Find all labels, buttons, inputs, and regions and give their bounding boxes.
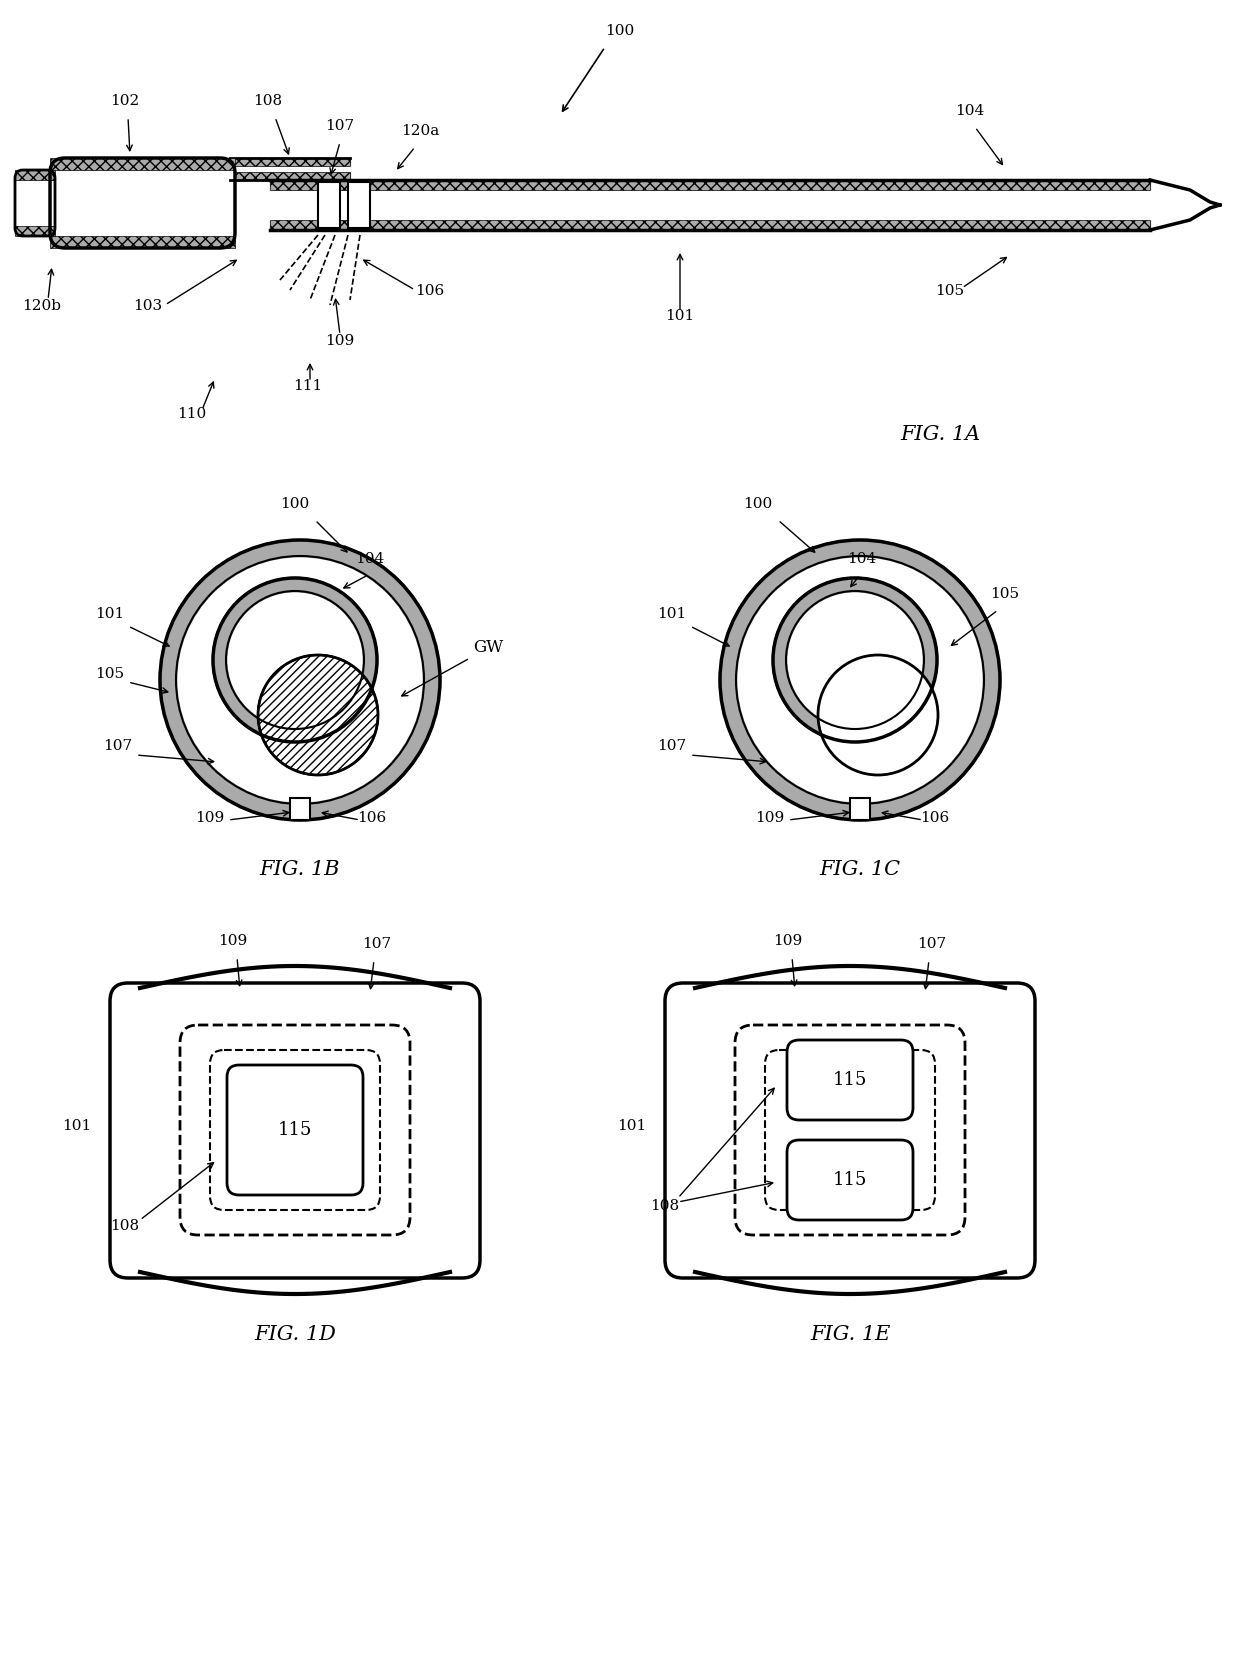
Bar	[270, 220, 1149, 230]
Circle shape	[786, 590, 924, 729]
Bar	[50, 158, 236, 169]
Text: 110: 110	[177, 408, 207, 421]
Circle shape	[737, 557, 985, 803]
Text: FIG. 1A: FIG. 1A	[900, 424, 980, 444]
Bar	[317, 183, 340, 228]
Text: 109: 109	[196, 812, 224, 825]
Text: 102: 102	[110, 94, 140, 107]
Bar	[348, 183, 370, 228]
Text: 108: 108	[651, 1199, 680, 1212]
Text: FIG. 1E: FIG. 1E	[810, 1325, 890, 1343]
Text: FIG. 1B: FIG. 1B	[259, 860, 340, 879]
Text: 115: 115	[833, 1072, 867, 1088]
Bar	[290, 798, 310, 820]
Text: 107: 107	[657, 740, 687, 753]
Text: FIG. 1C: FIG. 1C	[820, 860, 900, 879]
Text: 100: 100	[743, 496, 773, 511]
Text: 101: 101	[618, 1119, 646, 1134]
Text: GW: GW	[472, 639, 503, 656]
Text: 111: 111	[294, 379, 322, 392]
Bar	[229, 158, 350, 166]
Text: 107: 107	[103, 740, 133, 753]
FancyBboxPatch shape	[665, 983, 1035, 1278]
FancyBboxPatch shape	[787, 1140, 913, 1219]
Bar	[849, 798, 870, 820]
Text: 106: 106	[920, 812, 950, 825]
Text: 108: 108	[253, 94, 283, 107]
Text: 109: 109	[774, 934, 802, 948]
FancyBboxPatch shape	[227, 1065, 363, 1196]
Bar	[15, 226, 55, 236]
Text: 101: 101	[657, 607, 687, 620]
Bar	[270, 179, 1149, 190]
Bar	[50, 236, 236, 248]
Bar	[15, 169, 55, 179]
Text: 103: 103	[134, 299, 162, 314]
Text: 105: 105	[935, 283, 965, 299]
Text: 100: 100	[280, 496, 310, 511]
FancyBboxPatch shape	[110, 983, 480, 1278]
Text: 104: 104	[847, 552, 877, 567]
Text: 107: 107	[918, 937, 946, 951]
Circle shape	[818, 656, 937, 775]
Text: 115: 115	[278, 1120, 312, 1139]
Text: 104: 104	[955, 104, 985, 117]
Bar	[229, 173, 350, 179]
Text: 104: 104	[356, 552, 384, 567]
Circle shape	[176, 557, 424, 803]
Text: 107: 107	[362, 937, 392, 951]
Text: 100: 100	[605, 23, 635, 39]
Text: 105: 105	[991, 587, 1019, 600]
Text: 106: 106	[357, 812, 387, 825]
Text: 108: 108	[110, 1219, 140, 1233]
FancyBboxPatch shape	[787, 1040, 913, 1120]
Text: 106: 106	[415, 283, 445, 299]
Text: 105: 105	[95, 667, 124, 681]
Circle shape	[226, 590, 365, 729]
Text: 107: 107	[325, 119, 355, 132]
Circle shape	[258, 656, 378, 775]
Text: 101: 101	[666, 309, 694, 324]
Text: 109: 109	[755, 812, 785, 825]
Text: 101: 101	[62, 1119, 92, 1134]
Text: 109: 109	[325, 334, 355, 349]
Text: FIG. 1D: FIG. 1D	[254, 1325, 336, 1343]
Text: 120b: 120b	[22, 299, 62, 314]
Text: 120a: 120a	[401, 124, 439, 138]
Text: 109: 109	[218, 934, 248, 948]
Text: 115: 115	[833, 1171, 867, 1189]
Text: 101: 101	[95, 607, 125, 620]
